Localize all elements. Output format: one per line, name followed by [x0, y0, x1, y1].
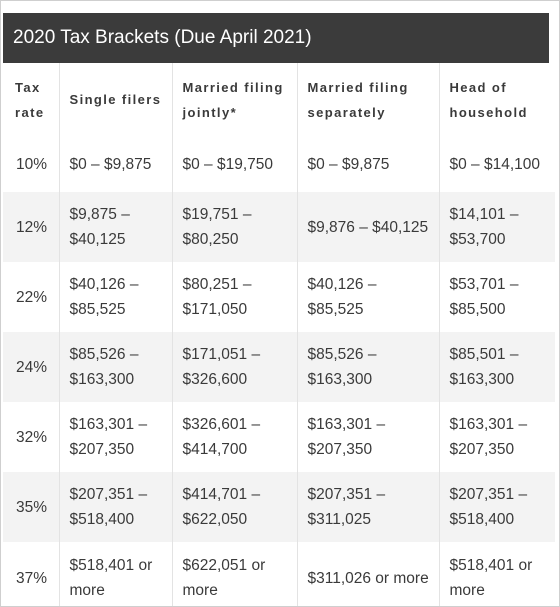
single-filers-cell: $207,351 – $518,400 — [59, 472, 173, 542]
table-row: 10% $0 – $9,875 $0 – $19,750 $0 – $9,875… — [3, 136, 555, 192]
married-jointly-cell: $326,601 – $414,700 — [172, 402, 298, 472]
column-header-tax-rate: Tax rate — [3, 63, 60, 136]
single-filers-cell: $518,401 or more — [59, 542, 173, 606]
single-filers-cell: $9,875 – $40,125 — [59, 192, 173, 262]
married-separately-cell: $163,301 – $207,350 — [297, 402, 440, 472]
married-separately-cell: $85,526 – $163,300 — [297, 332, 440, 402]
table-row: 32% $163,301 – $207,350 $326,601 – $414,… — [3, 402, 555, 472]
married-jointly-cell: $171,051 – $326,600 — [172, 332, 298, 402]
rate-cell: 22% — [3, 262, 60, 332]
married-separately-cell: $311,026 or more — [297, 542, 440, 606]
married-jointly-cell: $414,701 – $622,050 — [172, 472, 298, 542]
single-filers-cell: $40,126 – $85,525 — [59, 262, 173, 332]
rate-cell: 35% — [3, 472, 60, 542]
married-jointly-cell: $80,251 – $171,050 — [172, 262, 298, 332]
column-header-single-filers: Single filers — [59, 63, 173, 136]
married-separately-cell: $40,126 – $85,525 — [297, 262, 440, 332]
single-filers-cell: $0 – $9,875 — [59, 136, 173, 192]
table-row: 22% $40,126 – $85,525 $80,251 – $171,050… — [3, 262, 555, 332]
rate-cell: 37% — [3, 542, 60, 606]
rate-cell: 10% — [3, 136, 60, 192]
column-header-head-of-household: Head of household — [439, 63, 555, 136]
married-jointly-cell: $622,051 or more — [172, 542, 298, 606]
married-jointly-cell: $0 – $19,750 — [172, 136, 298, 192]
married-jointly-cell: $19,751 – $80,250 — [172, 192, 298, 262]
tax-brackets-table: Tax rate Single filers Married filing jo… — [3, 63, 555, 606]
rate-cell: 12% — [3, 192, 60, 262]
married-separately-cell: $207,351 – $311,025 — [297, 472, 440, 542]
column-header-married-separately: Married filing separately — [297, 63, 440, 136]
single-filers-cell: $163,301 – $207,350 — [59, 402, 173, 472]
table-row: 24% $85,526 – $163,300 $171,051 – $326,6… — [3, 332, 555, 402]
head-of-household-cell: $207,351 – $518,400 — [439, 472, 555, 542]
head-of-household-cell: $518,401 or more — [439, 542, 555, 606]
head-of-household-cell: $14,101 – $53,700 — [439, 192, 555, 262]
column-header-married-jointly: Married filing jointly* — [172, 63, 298, 136]
head-of-household-cell: $0 – $14,100 — [439, 136, 555, 192]
rate-cell: 32% — [3, 402, 60, 472]
table-row: 12% $9,875 – $40,125 $19,751 – $80,250 $… — [3, 192, 555, 262]
single-filers-cell: $85,526 – $163,300 — [59, 332, 173, 402]
head-of-household-cell: $53,701 – $85,500 — [439, 262, 555, 332]
rate-cell: 24% — [3, 332, 60, 402]
married-separately-cell: $0 – $9,875 — [297, 136, 440, 192]
head-of-household-cell: $85,501 – $163,300 — [439, 332, 555, 402]
header-row: Tax rate Single filers Married filing jo… — [3, 63, 555, 136]
table-row: 35% $207,351 – $518,400 $414,701 – $622,… — [3, 472, 555, 542]
married-separately-cell: $9,876 – $40,125 — [297, 192, 440, 262]
table-title: 2020 Tax Brackets (Due April 2021) — [3, 13, 549, 63]
table-row: 37% $518,401 or more $622,051 or more $3… — [3, 542, 555, 606]
head-of-household-cell: $163,301 – $207,350 — [439, 402, 555, 472]
